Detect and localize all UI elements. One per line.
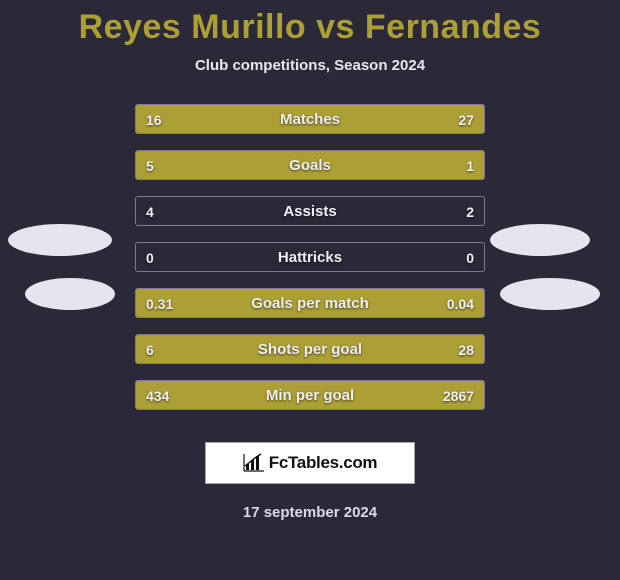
stat-row: 51Goals: [135, 150, 485, 180]
stat-bar-right: [258, 105, 484, 133]
stat-bar-right: [181, 381, 484, 409]
stat-row: 0.310.04Goals per match: [135, 288, 485, 318]
stat-bar-left: [136, 151, 400, 179]
stat-label: Hattricks: [136, 243, 484, 272]
stat-label: Assists: [136, 197, 484, 226]
comparison-chart: 1627Matches 51Goals 4 2Assists 0 0Hattricks 0.…: [0, 104, 620, 424]
comparison-subtitle: Club competitions, Season 2024: [0, 57, 620, 74]
stat-bar-left: [136, 105, 258, 133]
stat-bar-left: [136, 335, 195, 363]
player-placeholder-0: [8, 224, 112, 256]
comparison-title: Reyes Murillo vs Fernandes: [0, 0, 620, 47]
stat-row: 4342867Min per goal: [135, 380, 485, 410]
stat-bar-right: [195, 335, 484, 363]
player-placeholder-3: [500, 278, 600, 310]
stat-row: 1627Matches: [135, 104, 485, 134]
stat-row: 628Shots per goal: [135, 334, 485, 364]
stat-value-left: 4: [146, 197, 154, 226]
stat-value-right: 0: [466, 243, 474, 272]
stat-bar-left: [136, 381, 181, 409]
player-placeholder-2: [490, 224, 590, 256]
branding-box: FcTables.com: [205, 442, 415, 484]
stat-row: 0 0Hattricks: [135, 242, 485, 272]
player-placeholder-1: [25, 278, 115, 310]
stat-bar-left: [136, 289, 404, 317]
snapshot-date: 17 september 2024: [0, 504, 620, 521]
stat-bar-right: [404, 289, 484, 317]
chart-icon: [243, 453, 265, 473]
stat-bar-right: [400, 151, 484, 179]
stat-value-right: 2: [466, 197, 474, 226]
branding-label: FcTables.com: [269, 453, 378, 473]
stat-row: 4 2Assists: [135, 196, 485, 226]
stat-value-left: 0: [146, 243, 154, 272]
